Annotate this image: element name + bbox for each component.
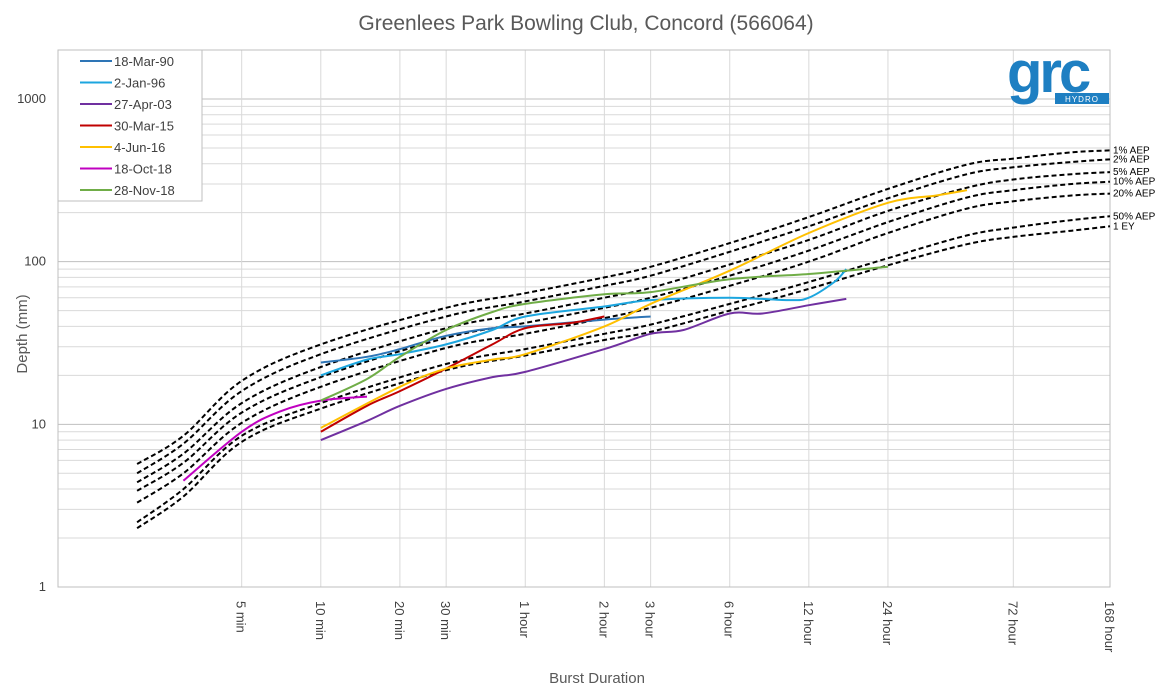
design-curve-line xyxy=(136,149,1111,465)
design-curve-line xyxy=(136,215,1111,524)
logo-subtext: HYDRO xyxy=(1065,95,1099,104)
x-tick-label: 72 hour xyxy=(1005,601,1020,646)
series-line xyxy=(320,315,651,364)
x-tick-label: 10 min xyxy=(313,601,328,640)
x-tick-label: 3 hour xyxy=(643,601,658,639)
grc-hydro-logo: grc HYDRO xyxy=(1007,40,1109,105)
series-line xyxy=(320,265,888,402)
x-tick-label: 24 hour xyxy=(880,601,895,646)
x-tick-label: 5 min xyxy=(234,601,249,633)
plot-area xyxy=(57,49,1111,588)
design-curve-line xyxy=(136,225,1111,530)
series-line xyxy=(182,395,368,482)
x-tick-label: 2 hour xyxy=(596,601,611,639)
aep-label: 5% AEP xyxy=(1113,167,1150,178)
design-curves xyxy=(136,149,1111,530)
y-tick-label: 1000 xyxy=(17,91,46,106)
aep-label: 2% AEP xyxy=(1113,154,1150,165)
chart-title: Greenlees Park Bowling Club, Concord (56… xyxy=(358,12,813,35)
legend-label: 18-Oct-18 xyxy=(114,162,172,177)
x-tick-label: 1 hour xyxy=(517,601,532,639)
x-tick-label: 12 hour xyxy=(801,601,816,646)
design-curve-line xyxy=(136,180,1111,492)
legend-label: 4-Jun-16 xyxy=(114,140,165,155)
series-line xyxy=(320,315,605,433)
legend: 18-Mar-90 2-Jan-96 27-Apr-03 30-Mar-15 4-Jun… xyxy=(57,49,203,202)
series-line xyxy=(320,189,968,429)
aep-label: 50% AEP xyxy=(1113,211,1156,222)
x-tick-label: 20 min xyxy=(392,601,407,640)
x-tick-label: 168 hour xyxy=(1102,601,1117,653)
legend-label: 30-Mar-15 xyxy=(114,119,174,134)
aep-label: 10% AEP xyxy=(1113,177,1156,188)
series-line xyxy=(320,268,848,377)
aep-label: 20% AEP xyxy=(1113,189,1156,200)
gridlines xyxy=(58,49,1111,588)
x-axis-title: Burst Duration xyxy=(549,670,645,687)
aep-label: 1% AEP xyxy=(1113,145,1150,156)
legend-label: 2-Jan-96 xyxy=(114,76,165,91)
x-tick-label: 6 hour xyxy=(722,601,737,639)
y-tick-label: 100 xyxy=(24,254,46,269)
aep-label: 1 EY xyxy=(1113,221,1135,232)
legend-label: 18-Mar-90 xyxy=(114,54,174,69)
y-axis-title: Depth (mm) xyxy=(14,294,31,373)
series-line xyxy=(320,297,847,442)
legend-label: 27-Apr-03 xyxy=(114,97,172,112)
design-curve-line xyxy=(136,192,1111,504)
axis-tick-labels: 1 10 100 1000 5 min 10 min 20 min 30 min 1 hour 2… xyxy=(17,91,1117,653)
design-curve-line xyxy=(136,171,1111,484)
design-curve-line xyxy=(136,158,1111,475)
logo-subtext-bar xyxy=(1055,93,1109,104)
y-tick-label: 10 xyxy=(32,416,46,431)
x-tick-label: 30 min xyxy=(438,601,453,640)
y-tick-label: 1 xyxy=(39,579,46,594)
legend-label: 28-Nov-18 xyxy=(114,183,175,198)
event-series xyxy=(182,189,968,482)
